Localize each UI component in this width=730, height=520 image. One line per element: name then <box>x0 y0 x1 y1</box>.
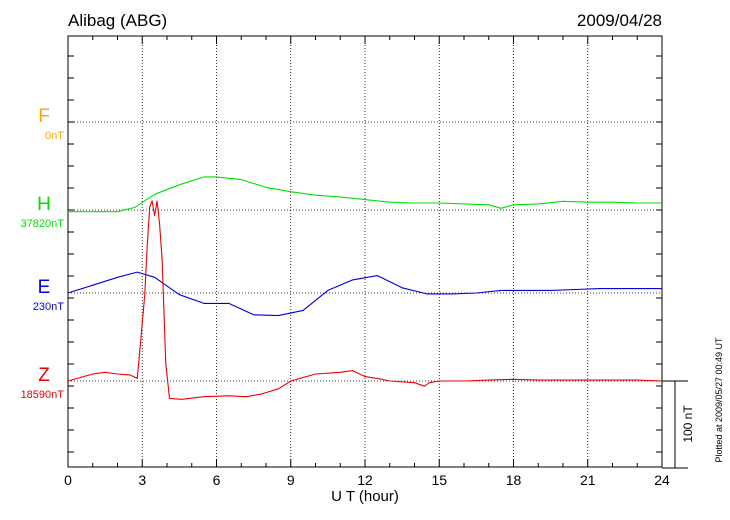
series-line-h <box>68 176 662 213</box>
series-baseline-f: 0nT <box>45 130 64 142</box>
x-tick-label: 0 <box>64 472 72 488</box>
series-baseline-e: 230nT <box>33 301 64 313</box>
series-line-e <box>67 271 662 317</box>
x-tick-label: 24 <box>654 472 670 488</box>
series-labels: F 0nT H 37820nT E 230nT Z 18590nT <box>21 106 65 401</box>
x-tick-label: 15 <box>431 472 447 488</box>
x-tick-label: 9 <box>287 472 295 488</box>
plotted-timestamp: Plotted at 2009/05/27 00:49 UT <box>714 337 724 463</box>
x-tick-labels: 0 3 6 9 12 15 18 21 24 <box>64 472 670 488</box>
x-axis-label: U T (hour) <box>331 488 399 505</box>
date-title: 2009/04/28 <box>577 11 662 30</box>
x-tick-label: 6 <box>213 472 221 488</box>
series-baseline-z: 18590nT <box>21 389 65 401</box>
series-name-h: H <box>37 194 51 215</box>
series-line-z <box>67 200 663 400</box>
x-tick-label: 21 <box>580 472 596 488</box>
plot-frame <box>67 35 663 468</box>
scale-bar: 100 nT <box>662 380 695 469</box>
x-tick-label: 3 <box>138 472 146 488</box>
grid-lines <box>68 36 662 467</box>
series-name-f: F <box>38 106 50 127</box>
x-tick-label: 12 <box>357 472 373 488</box>
scale-bar-label: 100 nT <box>681 405 695 443</box>
station-title: Alibag (ABG) <box>68 11 167 30</box>
series-traces <box>67 176 663 400</box>
x-tick-label: 18 <box>506 472 522 488</box>
series-name-z: Z <box>38 365 50 386</box>
series-name-e: E <box>38 277 51 298</box>
series-baseline-h: 37820nT <box>21 218 65 230</box>
